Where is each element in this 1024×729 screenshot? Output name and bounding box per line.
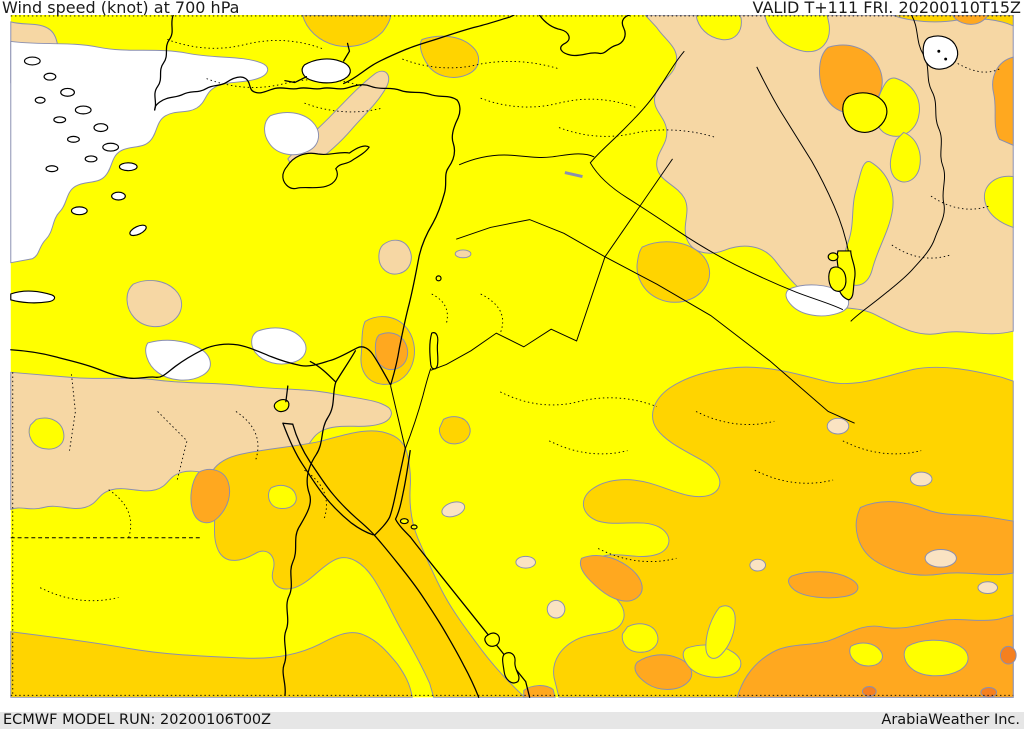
cyprus-island — [282, 145, 370, 190]
lake-tuz — [564, 171, 583, 178]
valid-time-label: VALID T+111 FRI. 20200110T15Z — [752, 0, 1021, 17]
black-sea-coastline — [342, 14, 515, 85]
gulf-of-aqaba-west-shore — [374, 448, 406, 536]
header-bar — [0, 0, 1024, 15]
aegean-islands — [23, 56, 147, 237]
lake-urmia — [922, 35, 959, 70]
wind-band-deep-orange-blobs — [861, 645, 1017, 698]
model-run-label: ECMWF MODEL RUN: 20200106T00Z — [3, 712, 272, 728]
aegean-low-wind-area — [10, 40, 269, 264]
turkey-syria-border — [458, 153, 595, 166]
coastlines — [10, 14, 959, 698]
gulf-of-suez-west-shore — [282, 422, 374, 536]
tigris-river — [756, 66, 850, 253]
red-sea-west-coast — [374, 535, 480, 698]
wind-band-yellow-patches-northeast — [695, 14, 1014, 286]
sea-of-marmara — [301, 58, 351, 84]
nile-river — [282, 381, 337, 696]
wind-band-yellow-patches-southeast — [268, 485, 969, 678]
egypt-coastline — [10, 343, 392, 386]
iraq-saudi-border — [604, 256, 855, 424]
sea-of-galilee — [435, 275, 442, 282]
gulf-of-suez-east-shore — [292, 423, 376, 537]
iraq-iran-border — [850, 14, 946, 322]
egypt-israel-border — [390, 385, 406, 449]
wind-band-peach-blobs-inside-gold — [441, 417, 999, 619]
jordan-saudi-border — [430, 256, 606, 371]
euphrates-river — [589, 50, 844, 311]
nile-delta-east-branch — [335, 350, 357, 383]
turkey-west-coastline — [154, 14, 174, 111]
wind-map — [0, 14, 1024, 712]
lake-van — [842, 92, 888, 133]
syria-iraq-border — [604, 158, 673, 258]
gulf-of-aqaba-east-shore — [394, 449, 411, 538]
dead-sea — [429, 332, 439, 370]
wind-band-white-regions — [10, 40, 849, 381]
wind-map-svg — [10, 14, 1017, 698]
wind-band-peach-regions — [10, 14, 1014, 511]
antalya-sea-low-wind — [264, 112, 319, 156]
lake-razzaza — [828, 266, 847, 292]
brand-label: ArabiaWeather Inc. — [881, 712, 1020, 728]
lake-tharthar — [827, 252, 839, 262]
country-borders-solid — [390, 14, 946, 449]
turkey-south-coastline — [154, 76, 458, 111]
levant-coastline — [389, 99, 461, 386]
east-med-low-wind — [785, 284, 849, 317]
wind-band-gold-regions — [10, 14, 1014, 698]
nile-delta-west-branch — [309, 360, 337, 383]
crete-island — [10, 290, 56, 304]
page-title: Wind speed (knot) at 700 hPa — [2, 0, 240, 17]
footer-bar: ECMWF MODEL RUN: 20200106T00Z ArabiaWeat… — [0, 712, 1024, 729]
